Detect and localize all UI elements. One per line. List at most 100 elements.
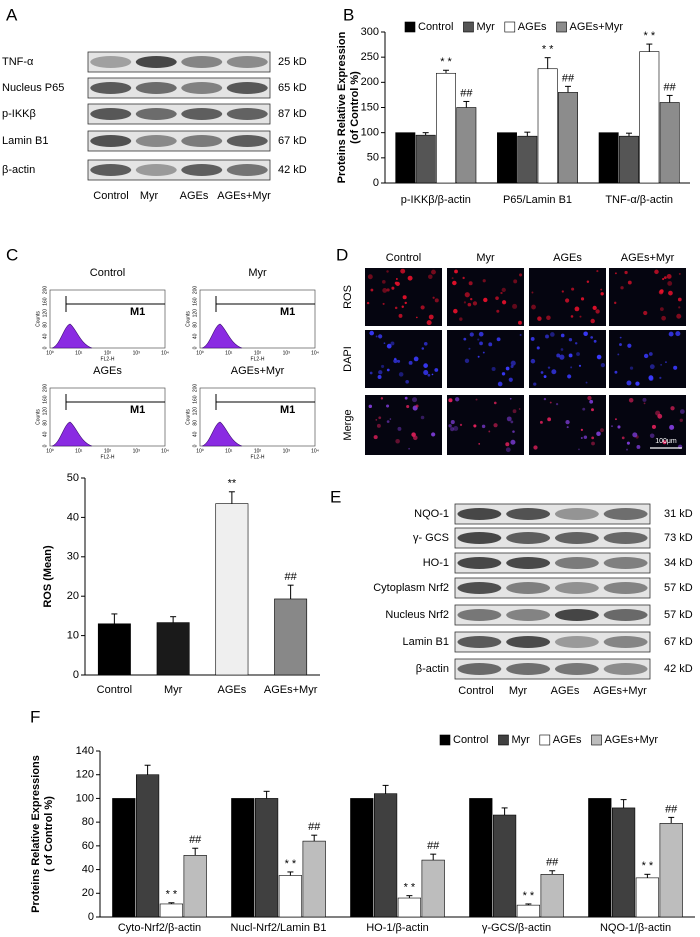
blot-row-label: γ- GCS — [413, 532, 449, 544]
cell — [550, 332, 555, 337]
legend-swatch — [404, 21, 416, 33]
significance-label: * * — [644, 30, 656, 42]
blot-band — [506, 663, 551, 675]
cell — [679, 418, 683, 422]
cell — [454, 269, 458, 274]
significance-label: * * — [440, 56, 452, 68]
flow-histogram — [201, 323, 243, 349]
error-bar — [406, 895, 413, 899]
flow-y-tick: 160 — [42, 395, 48, 404]
micrograph — [609, 268, 686, 326]
error-bar — [666, 94, 673, 103]
blot-band — [506, 636, 551, 648]
legend-swatch — [439, 734, 451, 746]
cell — [560, 333, 565, 338]
cell — [408, 447, 411, 450]
error-bar — [287, 871, 294, 876]
cell — [427, 373, 431, 377]
significance-label: ## — [665, 803, 678, 815]
flow-y-tick: 160 — [192, 297, 198, 306]
cell — [649, 364, 655, 370]
y-axis-label: ( of Control %) — [43, 796, 55, 872]
blot-band — [457, 557, 502, 569]
cell — [453, 425, 459, 431]
flow-x-label: FL2-H — [101, 356, 115, 362]
cell — [393, 358, 398, 364]
cell — [518, 320, 522, 325]
cell — [632, 432, 638, 438]
cell — [488, 342, 493, 347]
cell — [501, 372, 506, 376]
cell — [496, 309, 500, 313]
cell — [643, 353, 649, 359]
cell — [667, 281, 673, 286]
cell — [482, 279, 486, 283]
y-tick-label: 150 — [361, 101, 379, 113]
flow-y-tick: 0 — [42, 444, 48, 447]
error-bar — [644, 873, 651, 878]
cell — [386, 404, 390, 408]
cell — [583, 435, 588, 439]
bar — [497, 132, 517, 184]
flow-x-tick: 10³ — [133, 350, 141, 356]
blot-band — [226, 164, 268, 176]
bar — [231, 798, 255, 918]
cell — [378, 370, 383, 375]
flow-y-label: Counts — [185, 409, 191, 425]
cell — [412, 435, 418, 441]
x-tick-label: Myr — [164, 684, 183, 696]
cell — [636, 445, 641, 449]
blot-band — [181, 56, 223, 68]
legend-label: AGEs — [518, 21, 547, 33]
cell — [537, 316, 542, 321]
cell — [510, 420, 514, 424]
cell — [591, 441, 595, 446]
cell — [496, 337, 501, 342]
micrograph — [365, 395, 442, 455]
significance-label: ## — [562, 72, 575, 84]
blot-band — [554, 557, 599, 569]
cell — [459, 317, 463, 321]
cell — [479, 341, 483, 346]
blot-band — [506, 609, 551, 621]
cell — [390, 341, 395, 346]
blot-band — [603, 508, 648, 520]
cell — [533, 445, 538, 450]
cell — [404, 396, 408, 400]
blot-size-label: 65 kD — [278, 82, 307, 94]
error-bar — [544, 57, 551, 69]
cell — [510, 360, 516, 366]
cell — [661, 315, 666, 321]
bar — [215, 503, 249, 676]
cell — [367, 274, 373, 280]
flow-y-tick: 80 — [42, 322, 48, 328]
image-row-label: Merge — [342, 409, 354, 440]
cell — [559, 354, 565, 360]
cell — [377, 374, 382, 379]
cell — [673, 365, 678, 370]
flow-title: Myr — [248, 267, 267, 279]
bar — [436, 72, 456, 184]
flow-x-label: FL2-H — [101, 454, 115, 460]
significance-label: * * — [285, 858, 297, 870]
blot-row-label: HO-1 — [423, 557, 449, 569]
flow-x-tick: 10⁴ — [161, 350, 169, 356]
cell — [628, 397, 634, 403]
cell — [678, 306, 681, 309]
significance-label: ** — [228, 478, 237, 490]
cell — [629, 366, 634, 370]
blot-strip — [454, 552, 651, 574]
cell — [510, 439, 516, 445]
cell — [570, 315, 574, 318]
flow-y-tick: 40 — [192, 333, 198, 339]
bar — [135, 774, 160, 918]
blot-size-label: 31 kD — [664, 508, 693, 520]
x-tick-label: Nucl-Nrf2/Lamin B1 — [231, 922, 327, 934]
cell — [462, 276, 465, 280]
cell — [431, 373, 434, 376]
blot-band — [603, 582, 648, 594]
cell — [477, 338, 480, 341]
flow-x-tick: 10⁰ — [46, 350, 54, 356]
cell — [675, 331, 681, 337]
bar — [254, 798, 279, 918]
